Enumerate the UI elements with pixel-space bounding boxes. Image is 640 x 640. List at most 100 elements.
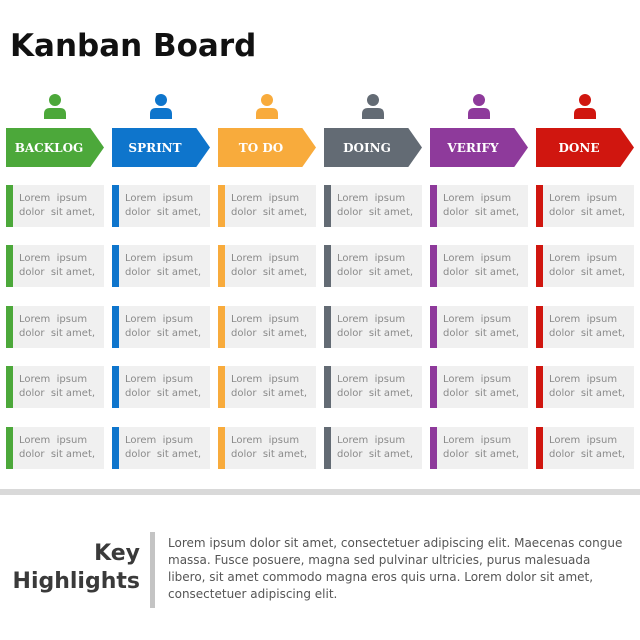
card-text: Lorem ipsum dolor sit amet, xyxy=(337,192,413,220)
card-line-1: Lorem ipsum xyxy=(337,253,406,264)
card-text: Lorem ipsum dolor sit amet, xyxy=(337,434,413,462)
person-icon xyxy=(574,94,596,119)
task-card[interactable]: Lorem ipsum dolor sit amet, xyxy=(112,185,210,227)
card-text: Lorem ipsum dolor sit amet, xyxy=(443,313,519,341)
card-line-2: dolor sit amet, xyxy=(443,267,520,278)
card-color-bar xyxy=(6,185,13,227)
task-card[interactable]: Lorem ipsum dolor sit amet, xyxy=(112,366,210,408)
card-text: Lorem ipsum dolor sit amet, xyxy=(231,373,307,401)
card-line-2: dolor sit amet, xyxy=(443,388,520,399)
card-line-2: dolor sit amet, xyxy=(125,449,202,460)
card-color-bar xyxy=(324,427,331,469)
task-card[interactable]: Lorem ipsum dolor sit amet, xyxy=(536,366,634,408)
card-line-2: dolor sit amet, xyxy=(19,267,96,278)
card-color-bar xyxy=(112,427,119,469)
column-header[interactable]: VERIFY xyxy=(430,128,528,167)
card-line-1: Lorem ipsum xyxy=(337,435,406,446)
card-text: Lorem ipsum dolor sit amet, xyxy=(231,434,307,462)
card-color-bar xyxy=(218,245,225,287)
column-header[interactable]: BACKLOG xyxy=(6,128,104,167)
card-line-1: Lorem ipsum xyxy=(549,314,618,325)
card-text: Lorem ipsum dolor sit amet, xyxy=(125,252,201,280)
task-card[interactable]: Lorem ipsum dolor sit amet, xyxy=(112,306,210,348)
card-text: Lorem ipsum dolor sit amet, xyxy=(125,313,201,341)
card-line-1: Lorem ipsum xyxy=(19,435,88,446)
person-icon xyxy=(150,94,172,119)
vertical-divider xyxy=(150,532,155,608)
card-color-bar xyxy=(6,245,13,287)
card-text: Lorem ipsum dolor sit amet, xyxy=(231,252,307,280)
column-backlog: BACKLOG Lorem ipsum dolor sit amet, Lorem i… xyxy=(6,0,104,470)
card-text: Lorem ipsum dolor sit amet, xyxy=(337,313,413,341)
task-card[interactable]: Lorem ipsum dolor sit amet, xyxy=(536,245,634,287)
card-line-2: dolor sit amet, xyxy=(125,207,202,218)
person-icon xyxy=(468,94,490,119)
task-card[interactable]: Lorem ipsum dolor sit amet, xyxy=(112,427,210,469)
task-card[interactable]: Lorem ipsum dolor sit amet, xyxy=(324,306,422,348)
task-card[interactable]: Lorem ipsum dolor sit amet, xyxy=(218,427,316,469)
card-text: Lorem ipsum dolor sit amet, xyxy=(19,252,95,280)
task-card[interactable]: Lorem ipsum dolor sit amet, xyxy=(430,427,528,469)
task-card[interactable]: Lorem ipsum dolor sit amet, xyxy=(324,185,422,227)
card-line-2: dolor sit amet, xyxy=(19,388,96,399)
card-line-1: Lorem ipsum xyxy=(231,435,300,446)
task-card[interactable]: Lorem ipsum dolor sit amet, xyxy=(430,185,528,227)
card-line-1: Lorem ipsum xyxy=(125,314,194,325)
card-line-2: dolor sit amet, xyxy=(231,388,308,399)
card-color-bar xyxy=(536,306,543,348)
highlights-body: Lorem ipsum dolor sit amet, consectetuer… xyxy=(168,536,623,601)
card-line-2: dolor sit amet, xyxy=(549,328,626,339)
task-card[interactable]: Lorem ipsum dolor sit amet, xyxy=(218,306,316,348)
divider xyxy=(0,489,640,495)
task-card[interactable]: Lorem ipsum dolor sit amet, xyxy=(6,245,104,287)
column-header[interactable]: DONE xyxy=(536,128,634,167)
card-line-2: dolor sit amet, xyxy=(443,449,520,460)
task-card[interactable]: Lorem ipsum dolor sit amet, xyxy=(324,245,422,287)
card-line-1: Lorem ipsum xyxy=(337,374,406,385)
task-card[interactable]: Lorem ipsum dolor sit amet, xyxy=(536,185,634,227)
task-card[interactable]: Lorem ipsum dolor sit amet, xyxy=(430,306,528,348)
card-text: Lorem ipsum dolor sit amet, xyxy=(19,434,95,462)
card-text: Lorem ipsum dolor sit amet, xyxy=(337,252,413,280)
card-line-2: dolor sit amet, xyxy=(549,207,626,218)
card-text: Lorem ipsum dolor sit amet, xyxy=(549,373,625,401)
card-line-1: Lorem ipsum xyxy=(337,314,406,325)
card-line-1: Lorem ipsum xyxy=(231,193,300,204)
task-card[interactable]: Lorem ipsum dolor sit amet, xyxy=(6,366,104,408)
card-text: Lorem ipsum dolor sit amet, xyxy=(337,373,413,401)
task-card[interactable]: Lorem ipsum dolor sit amet, xyxy=(430,366,528,408)
card-text: Lorem ipsum dolor sit amet, xyxy=(443,434,519,462)
card-line-1: Lorem ipsum xyxy=(549,193,618,204)
card-text: Lorem ipsum dolor sit amet, xyxy=(19,313,95,341)
card-text: Lorem ipsum dolor sit amet, xyxy=(549,252,625,280)
task-card[interactable]: Lorem ipsum dolor sit amet, xyxy=(324,366,422,408)
column-header[interactable]: TO DO xyxy=(218,128,316,167)
heading-line-2: Highlights xyxy=(12,569,140,594)
task-card[interactable]: Lorem ipsum dolor sit amet, xyxy=(536,427,634,469)
person-icon xyxy=(44,94,66,119)
task-card[interactable]: Lorem ipsum dolor sit amet, xyxy=(218,245,316,287)
task-card[interactable]: Lorem ipsum dolor sit amet, xyxy=(6,306,104,348)
card-line-2: dolor sit amet, xyxy=(549,388,626,399)
task-card[interactable]: Lorem ipsum dolor sit amet, xyxy=(218,366,316,408)
card-line-1: Lorem ipsum xyxy=(125,435,194,446)
task-card[interactable]: Lorem ipsum dolor sit amet, xyxy=(536,306,634,348)
card-color-bar xyxy=(536,185,543,227)
card-line-1: Lorem ipsum xyxy=(125,374,194,385)
card-text: Lorem ipsum dolor sit amet, xyxy=(443,192,519,220)
column-sprint: SPRINT Lorem ipsum dolor sit amet, Lorem ip… xyxy=(112,0,210,470)
card-color-bar xyxy=(6,366,13,408)
card-line-1: Lorem ipsum xyxy=(337,193,406,204)
task-card[interactable]: Lorem ipsum dolor sit amet, xyxy=(324,427,422,469)
column-header[interactable]: SPRINT xyxy=(112,128,210,167)
card-color-bar xyxy=(536,245,543,287)
card-line-1: Lorem ipsum xyxy=(125,253,194,264)
task-card[interactable]: Lorem ipsum dolor sit amet, xyxy=(112,245,210,287)
task-card[interactable]: Lorem ipsum dolor sit amet, xyxy=(6,427,104,469)
card-text: Lorem ipsum dolor sit amet, xyxy=(125,434,201,462)
task-card[interactable]: Lorem ipsum dolor sit amet, xyxy=(218,185,316,227)
task-card[interactable]: Lorem ipsum dolor sit amet, xyxy=(430,245,528,287)
column-header[interactable]: DOING xyxy=(324,128,422,167)
card-line-2: dolor sit amet, xyxy=(337,449,414,460)
task-card[interactable]: Lorem ipsum dolor sit amet, xyxy=(6,185,104,227)
